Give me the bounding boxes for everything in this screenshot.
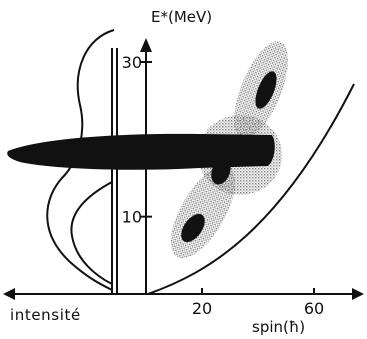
intensity-axis-label: intensité <box>10 306 81 324</box>
spin-tick-label-20: 20 <box>192 299 212 318</box>
energy-axis-arrow <box>140 38 152 52</box>
intensity-axis-arrow <box>3 288 15 300</box>
spin-tick-label-60: 60 <box>304 299 324 318</box>
gamma-band <box>7 133 275 170</box>
energy-tick-label-30: 30 <box>122 53 142 72</box>
population-core-lower <box>181 213 205 243</box>
population-core-upper <box>255 71 277 109</box>
energy-axis-title: E*(MeV) <box>151 8 212 26</box>
spin-axis-title: spin(ħ) <box>252 318 305 336</box>
energy-tick-label-10: 10 <box>122 208 142 227</box>
spin-axis-arrow <box>352 288 364 300</box>
intensity-curve-total <box>46 29 115 291</box>
intensity-curve-component <box>70 181 113 285</box>
yrast-line <box>147 83 355 295</box>
